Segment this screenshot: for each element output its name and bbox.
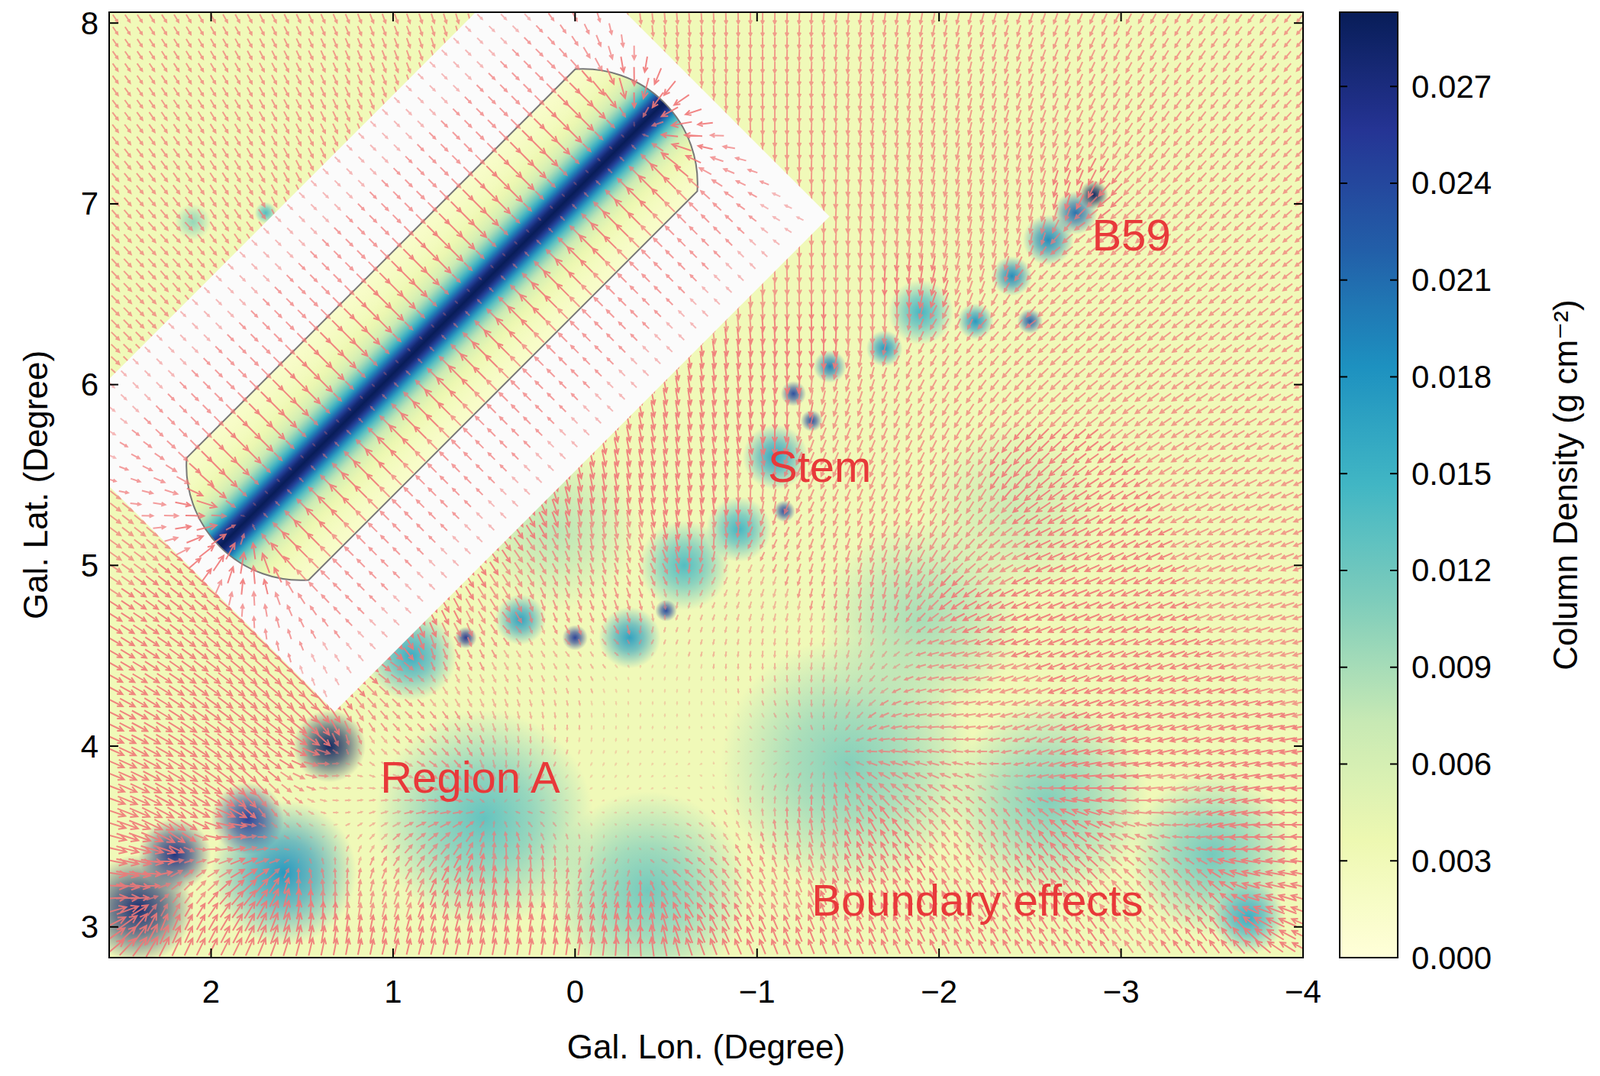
x-tick <box>210 12 213 22</box>
colorbar-tick-label: 0.021 <box>1411 261 1492 298</box>
density-structure <box>991 256 1032 297</box>
colorbar-tick <box>1390 85 1398 88</box>
colorbar-tick <box>1390 666 1398 668</box>
y-tick <box>109 925 119 928</box>
density-structure <box>548 790 749 958</box>
annotation: B59 <box>1091 209 1171 260</box>
colorbar-tick <box>1339 956 1348 959</box>
x-tick-label: 1 <box>383 973 402 1010</box>
x-tick <box>1302 12 1304 22</box>
colorbar-tick-label: 0.024 <box>1411 164 1492 201</box>
colorbar-tick <box>1390 859 1398 862</box>
density-structure <box>598 606 661 668</box>
y-tick-label: 8 <box>80 5 99 42</box>
colorbar-tick <box>1390 956 1398 959</box>
colorbar-tick-label: 0.012 <box>1411 551 1492 588</box>
y-tick <box>1293 383 1304 386</box>
model-inset <box>109 12 830 713</box>
colorbar-tick <box>1339 762 1348 765</box>
x-tick-label: −2 <box>920 973 958 1010</box>
x-tick <box>210 948 213 958</box>
colorbar-tick <box>1339 859 1348 862</box>
x-tick-label: 0 <box>566 973 584 1010</box>
colorbar-tick <box>1390 472 1398 475</box>
density-structure <box>957 303 994 339</box>
x-tick-label: −3 <box>1103 973 1140 1010</box>
colorbar-tick <box>1390 375 1398 378</box>
colorbar-tick-label: 0.015 <box>1411 455 1492 492</box>
y-tick <box>1293 203 1304 205</box>
inset-panel <box>109 12 830 712</box>
x-tick <box>756 12 759 22</box>
annotation: Boundary effects <box>811 874 1143 925</box>
x-tick <box>1302 948 1304 958</box>
y-tick <box>109 564 119 566</box>
y-tick-label: 5 <box>80 547 99 584</box>
y-tick <box>1293 564 1304 566</box>
y-tick <box>109 203 119 205</box>
x-tick-label: −1 <box>738 973 776 1010</box>
x-axis-title: Gal. Lon. (Degree) <box>567 1027 846 1065</box>
x-tick <box>1120 948 1123 958</box>
x-tick <box>756 948 759 958</box>
colorbar-tick-label: 0.003 <box>1411 842 1492 879</box>
colorbar-tick-label: 0.000 <box>1411 939 1492 976</box>
x-tick <box>1120 12 1123 22</box>
colorbar-tick <box>1339 375 1348 378</box>
colorbar-tick <box>1339 85 1348 88</box>
plot-area <box>109 12 1304 958</box>
model-filament <box>158 41 726 608</box>
colorbar-tick <box>1390 762 1398 765</box>
annotation: Region A <box>380 751 561 802</box>
colorbar-tick-label: 0.006 <box>1411 745 1492 782</box>
colorbar-tick <box>1339 279 1348 281</box>
y-tick-label: 6 <box>80 366 99 403</box>
y-tick <box>109 383 119 386</box>
x-tick <box>938 12 940 22</box>
inset-field <box>109 12 804 698</box>
colorbar-tick <box>1339 666 1348 668</box>
colorbar-tick <box>1339 569 1348 571</box>
x-tick <box>574 948 576 958</box>
y-tick-label: 4 <box>80 728 99 765</box>
chart: 2 1 0 −1 −2 −3 −4 3 4 5 6 7 8 Gal. Lon. (Degree) Gal. … <box>0 0 1600 1076</box>
y-tick <box>1293 925 1304 928</box>
y-tick <box>1293 22 1304 24</box>
inset-field <box>109 12 784 678</box>
colorbar-tick <box>1390 569 1398 571</box>
y-tick-label: 7 <box>80 185 99 222</box>
x-tick-label: 2 <box>202 973 220 1010</box>
annotation: Stem <box>767 441 871 491</box>
inset-field <box>136 29 730 623</box>
density-structure <box>813 350 847 384</box>
y-tick <box>1293 745 1304 747</box>
y-tick <box>109 22 119 24</box>
y-axis-title: Gal. Lat. (Degree) <box>16 350 55 620</box>
y-tick <box>109 745 119 747</box>
x-tick <box>938 948 940 958</box>
density-structure <box>174 203 212 240</box>
x-tick <box>392 12 394 22</box>
plot-frame <box>109 12 1304 958</box>
colorbar-tick-label: 0.018 <box>1411 358 1492 395</box>
colorbar-tick-label: 0.009 <box>1411 648 1492 685</box>
density-structure <box>780 380 807 407</box>
colorbar-tick <box>1390 182 1398 184</box>
x-tick <box>392 948 394 958</box>
inset-field <box>240 121 636 517</box>
x-tick-label: −4 <box>1284 973 1322 1010</box>
colorbar-tick <box>1339 182 1348 184</box>
x-tick <box>574 12 576 22</box>
colorbar <box>1339 12 1398 958</box>
colorbar-label: Column Density (g cm⁻²) <box>1546 299 1584 670</box>
colorbar-tick <box>1390 279 1398 281</box>
colorbar-tick <box>1339 472 1348 475</box>
colorbar-tick-label: 0.027 <box>1411 68 1492 105</box>
y-tick-label: 3 <box>80 908 99 945</box>
